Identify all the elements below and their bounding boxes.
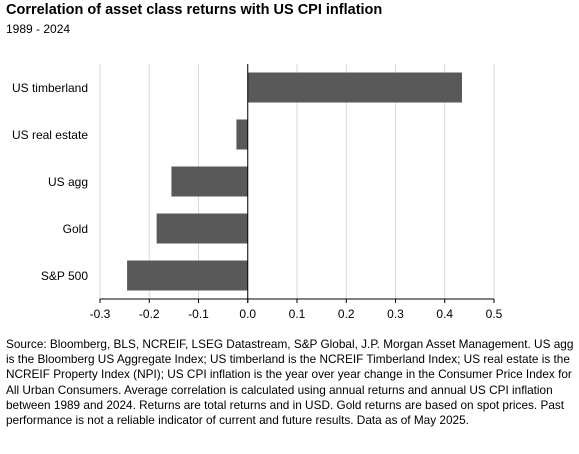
bar [247, 72, 462, 103]
x-tick-label: 0.4 [436, 307, 453, 321]
bar [171, 166, 248, 197]
x-tick-label: 0.5 [486, 307, 503, 321]
bars [127, 72, 462, 291]
source-note: Source: Bloomberg, BLS, NCREIF, LSEG Dat… [6, 337, 574, 428]
x-tick-label: 0.2 [338, 307, 355, 321]
category-label: US timberland [12, 81, 88, 95]
x-tick-label: 0.0 [239, 307, 256, 321]
category-labels: US timberland US real estate US agg Gold S&P… [12, 81, 88, 283]
source-text: Source: Bloomberg, BLS, NCREIF, LSEG Dat… [6, 337, 574, 428]
bar [236, 119, 248, 150]
x-tick-label: 0.3 [387, 307, 404, 321]
gridlines [99, 64, 495, 299]
x-tick-label: -0.3 [90, 307, 111, 321]
category-label: S&P 500 [41, 269, 88, 283]
x-axis: -0.3 -0.2 -0.1 0.0 0.1 0.2 0.3 0.4 0.5 [90, 64, 503, 321]
x-tick-label: -0.2 [139, 307, 160, 321]
bar-chart: -0.3 -0.2 -0.1 0.0 0.1 0.2 0.3 0.4 0.5 US timber… [12, 64, 503, 321]
category-label: Gold [63, 222, 88, 236]
chart-title: Correlation of asset class returns with … [6, 2, 383, 18]
category-label: US real estate [12, 128, 88, 142]
bar [156, 213, 248, 244]
x-tick-label: -0.1 [188, 307, 209, 321]
chart-subtitle: 1989 - 2024 [6, 22, 71, 36]
bar [127, 260, 248, 291]
x-tick-label: 0.1 [289, 307, 306, 321]
category-label: US agg [48, 175, 88, 189]
